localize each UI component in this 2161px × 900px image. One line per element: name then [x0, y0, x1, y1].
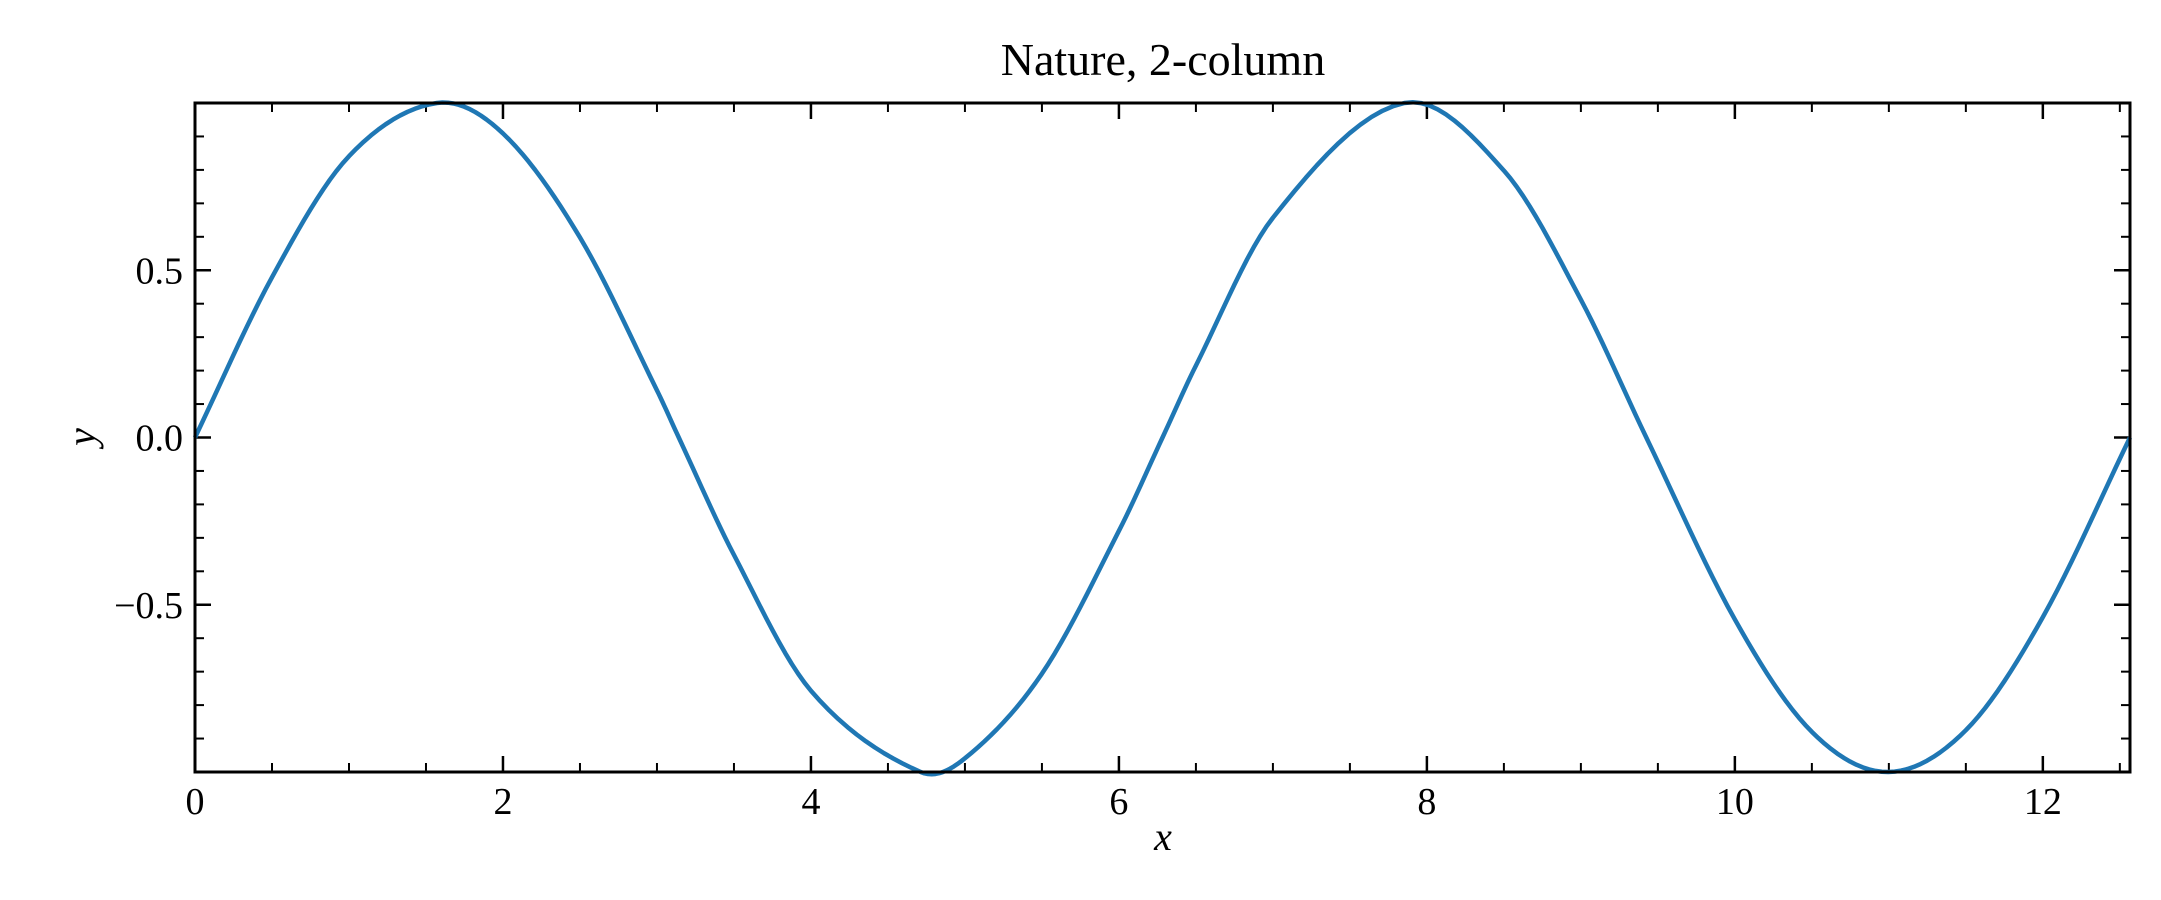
plot-frame — [193, 101, 2132, 774]
y-tick-label: −0.5 — [114, 585, 183, 627]
x-tick-label: 12 — [2024, 781, 2062, 823]
y-axis-label: y — [59, 428, 104, 450]
x-tick-label: 2 — [493, 781, 512, 823]
chart-title: Nature, 2-column — [1001, 34, 1325, 85]
series-layer — [192, 99, 2133, 777]
series-line — [192, 99, 2133, 777]
x-tick-label: 10 — [1716, 781, 1754, 823]
y-tick-label: 0.0 — [136, 418, 184, 460]
x-tick-label: 8 — [1417, 781, 1436, 823]
x-axis-label: x — [1153, 814, 1172, 859]
y-tick-label: 0.5 — [136, 250, 184, 292]
x-tick-label: 6 — [1109, 781, 1128, 823]
tick-labels: 0 2 4 6 8 10 12 −0.5 0.0 0.5 — [114, 250, 2062, 823]
x-tick-label: 4 — [801, 781, 820, 823]
x-tick-label: 0 — [186, 781, 205, 823]
